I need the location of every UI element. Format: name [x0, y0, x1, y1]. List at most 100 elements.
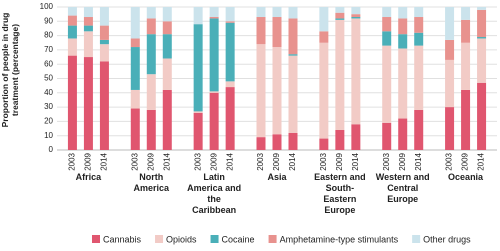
bar-segment: [225, 21, 235, 23]
x-tick-label: 2003: [382, 152, 391, 170]
bar-segment: [335, 129, 345, 150]
bar-segment: [83, 7, 93, 18]
bar-segment: [382, 17, 392, 32]
bar-segment: [162, 7, 172, 22]
bar-segment: [256, 137, 266, 150]
bar-segment: [99, 61, 109, 151]
y-tick-label: 90: [44, 16, 53, 25]
bar-segment: [398, 48, 408, 119]
bar-segment: [414, 32, 424, 46]
y-tick-label: 0: [49, 145, 54, 154]
bar-segment: [146, 7, 156, 19]
bar-segment: [272, 7, 282, 18]
bar-segment: [99, 39, 109, 45]
bar-segment: [319, 42, 329, 139]
bar-segment: [67, 15, 77, 26]
x-tick-label: 2014: [477, 152, 486, 170]
bar-segment: [209, 18, 219, 92]
bar-segment: [335, 18, 345, 20]
x-tick-label: 2014: [162, 152, 171, 170]
bar-segment: [288, 132, 298, 150]
bar-segment: [193, 111, 203, 113]
bar-segment: [477, 82, 487, 150]
bar-segment: [146, 34, 156, 75]
bar-segment: [209, 17, 219, 19]
bar-segment: [414, 17, 424, 33]
y-tick-label: 70: [44, 45, 53, 54]
legend-swatch: [268, 235, 277, 243]
x-tick-label: 2003: [68, 152, 77, 170]
x-tick-label: 2009: [272, 152, 281, 170]
bar-segment: [319, 138, 329, 150]
legend-label: Cocaine: [222, 234, 255, 244]
bar-segment: [83, 17, 93, 26]
bar-segment: [461, 42, 471, 90]
bar-segment: [414, 45, 424, 110]
bar-segment: [99, 44, 109, 62]
bar-segment: [288, 54, 298, 56]
bar-segment: [130, 38, 140, 48]
bar-segment: [67, 25, 77, 39]
bar-segment: [382, 31, 392, 46]
bar-segment: [193, 7, 203, 25]
x-tick-label: 2014: [225, 152, 234, 170]
bar-segment: [225, 87, 235, 150]
x-tick-label: 2009: [335, 152, 344, 170]
bar-segment: [225, 7, 235, 22]
x-tick-label: 2014: [100, 152, 109, 170]
bar-segment: [335, 12, 345, 19]
bar-segment: [99, 25, 109, 40]
bar-segment: [351, 17, 361, 19]
y-tick-label: 60: [44, 59, 53, 68]
y-tick-label: 20: [44, 117, 53, 126]
bar-segment: [193, 112, 203, 150]
y-axis-label: Proportion of people in drug treatment (…: [0, 12, 20, 128]
bar-segment: [272, 17, 282, 48]
x-tick-label: 2009: [398, 152, 407, 170]
bar-segment: [445, 107, 455, 150]
bar-segment: [162, 34, 172, 59]
y-tick-label: 80: [44, 31, 53, 40]
bar-segment: [209, 92, 219, 150]
bar-segment: [414, 7, 424, 18]
legend-label: Amphetamine-type stimulants: [280, 234, 399, 244]
bar-segment: [162, 58, 172, 90]
bar-segment: [335, 19, 345, 130]
bar-segment: [445, 59, 455, 108]
bar-segment: [398, 118, 408, 150]
bar-segment: [319, 7, 329, 32]
x-tick-label: 2003: [256, 152, 265, 170]
bar-segment: [477, 38, 487, 83]
bar-segment: [398, 7, 408, 19]
legend-label: Cannabis: [103, 234, 142, 244]
group-label: Africa: [75, 172, 102, 182]
bar-segment: [477, 37, 487, 39]
bar-segment: [225, 81, 235, 88]
x-tick-label: 2009: [84, 152, 93, 170]
bar-segment: [99, 7, 109, 26]
y-tick-label: 10: [44, 131, 53, 140]
bar-segment: [225, 22, 235, 82]
bar-segment: [83, 31, 93, 58]
group-label: Latin America and the Caribbean: [187, 172, 242, 215]
bar-segment: [351, 7, 361, 15]
bar-segment: [162, 21, 172, 35]
x-tick-label: 2014: [351, 152, 360, 170]
y-tick-label: 50: [44, 74, 53, 83]
bar-segment: [477, 9, 487, 38]
bar-segment: [130, 7, 140, 39]
bar-segment: [288, 55, 298, 133]
x-tick-label: 2009: [146, 152, 155, 170]
bar-segment: [209, 91, 219, 93]
legend-label: Other drugs: [423, 234, 471, 244]
bar-segment: [351, 124, 361, 150]
bar-segment: [193, 24, 203, 112]
group-label: Asia: [267, 172, 287, 182]
bar-segment: [445, 39, 455, 60]
bar-segment: [272, 47, 282, 135]
y-tick-label: 30: [44, 102, 53, 111]
bar-segment: [256, 44, 266, 138]
bar-segment: [319, 31, 329, 43]
